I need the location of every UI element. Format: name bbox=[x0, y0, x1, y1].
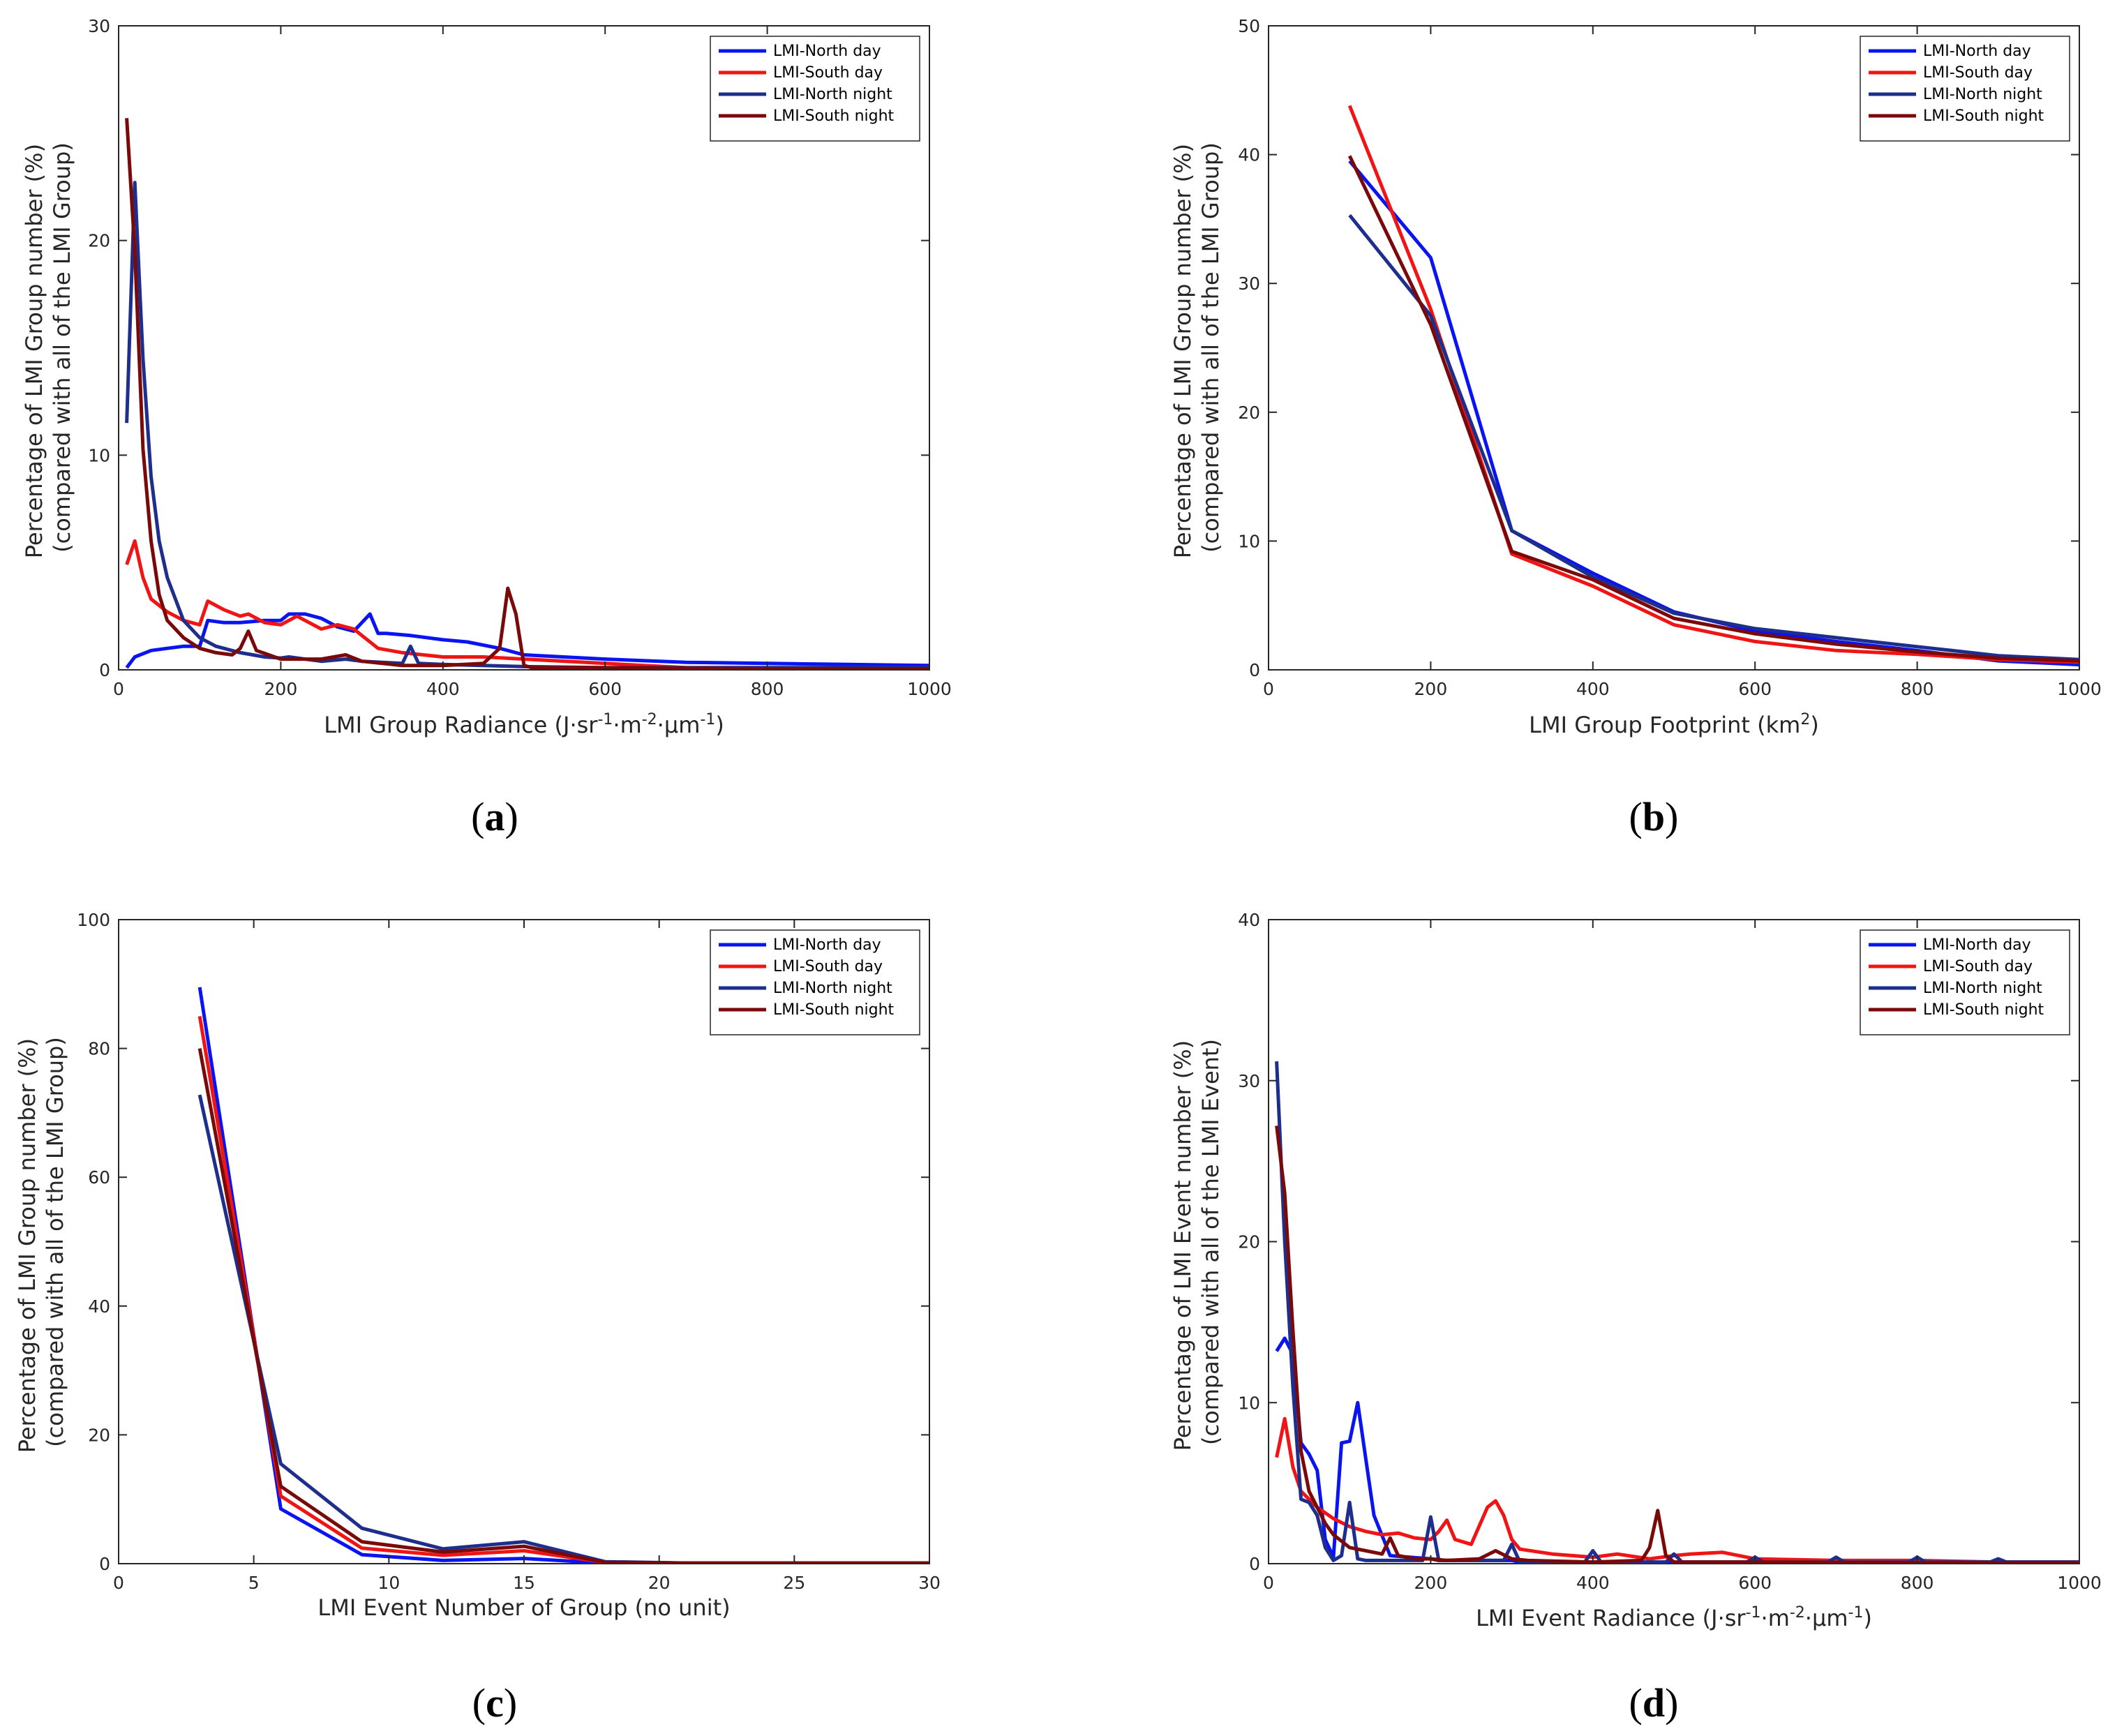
legend-label-a-0: LMI-North day bbox=[773, 43, 881, 60]
legend-label-a-2: LMI-North night bbox=[773, 86, 892, 103]
x-tick-label-d-3: 600 bbox=[1738, 1573, 1772, 1593]
legend-label-a-3: LMI-South night bbox=[773, 107, 895, 125]
x-tick-label-b-4: 800 bbox=[1901, 679, 1934, 699]
x-tick-label-b-0: 0 bbox=[1263, 679, 1274, 699]
x-axis-label-c: LMI Event Number of Group (no unit) bbox=[317, 1594, 730, 1621]
y-tick-label-b-0: 0 bbox=[1249, 660, 1260, 680]
series-line-b-3 bbox=[1347, 155, 2079, 663]
x-tick-label-d-2: 400 bbox=[1576, 1573, 1610, 1593]
plot-area-a bbox=[118, 25, 930, 671]
legend-label-c-0: LMI-North day bbox=[773, 936, 881, 954]
series-line-d-1 bbox=[1275, 1416, 2079, 1564]
legend-label-c-2: LMI-North night bbox=[773, 980, 892, 997]
series-line-c-3 bbox=[197, 1048, 929, 1564]
x-tick-label-c-6: 30 bbox=[918, 1573, 941, 1593]
x-axis-label-a: LMI Group Radiance (J·sr-1·m-2·μm-1) bbox=[324, 711, 724, 738]
y-tick-label-c-5: 100 bbox=[77, 910, 110, 930]
legend-label-d-2: LMI-North night bbox=[1923, 980, 2042, 997]
y-tick-label-a-2: 20 bbox=[88, 231, 110, 251]
x-tick-label-c-3: 15 bbox=[513, 1573, 535, 1593]
y-axis-label-b: Percentage of LMI Group number (%) (comp… bbox=[1169, 137, 1224, 558]
legend-label-b-0: LMI-North day bbox=[1923, 43, 2031, 60]
panel-label-c: (c) bbox=[472, 1680, 517, 1726]
panel-d: 0 200 400 600 800 1000 0 10 20 30 40 LMI Event Rad… bbox=[1169, 910, 2102, 1726]
y-axis-label-d: Percentage of LMI Event number (%) (comp… bbox=[1169, 1033, 1224, 1451]
x-tick-label-d-4: 800 bbox=[1901, 1573, 1934, 1593]
y-tick-label-c-3: 60 bbox=[88, 1167, 110, 1188]
y-tick-label-b-3: 30 bbox=[1238, 274, 1260, 294]
x-tick-label-c-0: 0 bbox=[113, 1573, 124, 1593]
panel-label-b: (b) bbox=[1629, 794, 1679, 839]
panel-a: 0 200 400 600 800 1000 0 10 20 30 LMI Group Radia… bbox=[21, 16, 952, 839]
panel-b: 0 200 400 600 800 1000 0 10 20 30 40 50 LMI Group F… bbox=[1169, 16, 2102, 839]
panel-label-d: (d) bbox=[1629, 1680, 1679, 1726]
x-tick-label-d-5: 1000 bbox=[2057, 1573, 2102, 1593]
x-tick-label-b-5: 1000 bbox=[2057, 679, 2102, 699]
x-tick-label-c-5: 25 bbox=[783, 1573, 805, 1593]
y-axis-label-c: Percentage of LMI Group number (%) (comp… bbox=[14, 1031, 68, 1453]
x-tick-label-b-1: 200 bbox=[1414, 679, 1448, 699]
legend-label-b-1: LMI-South day bbox=[1923, 64, 2033, 82]
series-line-b-2 bbox=[1348, 214, 2079, 661]
panel-label-a: (a) bbox=[471, 794, 518, 839]
y-tick-label-a-1: 10 bbox=[88, 445, 110, 465]
x-tick-label-a-5: 1000 bbox=[907, 679, 952, 699]
x-axis-label-d: LMI Event Radiance (J·sr-1·m-2·μm-1) bbox=[1476, 1604, 1872, 1631]
y-tick-label-b-4: 40 bbox=[1238, 145, 1260, 165]
legend-label-c-1: LMI-South day bbox=[773, 958, 883, 975]
x-tick-label-a-1: 200 bbox=[264, 679, 298, 699]
x-tick-label-c-1: 5 bbox=[248, 1573, 260, 1593]
y-tick-label-c-2: 40 bbox=[88, 1296, 110, 1317]
y-tick-label-d-3: 30 bbox=[1238, 1071, 1260, 1091]
y-tick-label-d-2: 20 bbox=[1238, 1232, 1260, 1252]
x-tick-label-d-1: 200 bbox=[1414, 1573, 1448, 1593]
y-tick-label-d-0: 0 bbox=[1249, 1554, 1260, 1574]
x-tick-label-a-3: 600 bbox=[588, 679, 622, 699]
y-tick-label-b-5: 50 bbox=[1238, 16, 1260, 36]
y-tick-label-a-3: 30 bbox=[88, 16, 110, 36]
y-tick-label-b-2: 20 bbox=[1238, 403, 1260, 423]
y-tick-label-b-1: 10 bbox=[1238, 531, 1260, 551]
legend-label-d-3: LMI-South night bbox=[1923, 1001, 2044, 1019]
y-tick-label-d-1: 10 bbox=[1238, 1393, 1260, 1413]
x-tick-label-b-2: 400 bbox=[1576, 679, 1610, 699]
y-tick-label-a-0: 0 bbox=[99, 660, 110, 680]
legend-box-a bbox=[710, 36, 920, 142]
legend-label-c-3: LMI-South night bbox=[773, 1001, 895, 1019]
series-line-a-3 bbox=[125, 118, 929, 670]
y-tick-label-c-1: 20 bbox=[88, 1425, 110, 1445]
x-tick-label-c-2: 10 bbox=[377, 1573, 400, 1593]
y-tick-label-c-4: 80 bbox=[88, 1039, 110, 1059]
x-tick-label-d-0: 0 bbox=[1263, 1573, 1274, 1593]
y-tick-label-d-4: 40 bbox=[1238, 910, 1260, 930]
x-tick-label-a-2: 400 bbox=[426, 679, 460, 699]
x-axis-label-b: LMI Group Footprint (km2) bbox=[1529, 711, 1819, 738]
series-line-a-2 bbox=[125, 181, 929, 670]
series-line-b-1 bbox=[1347, 105, 2079, 664]
legend-box-d bbox=[1860, 929, 2070, 1035]
legend-box-b bbox=[1860, 36, 2070, 142]
legend-label-d-1: LMI-South day bbox=[1923, 958, 2033, 975]
series-line-a-1 bbox=[125, 539, 929, 670]
y-axis-label-a: Percentage of LMI Group number (%) (comp… bbox=[21, 137, 75, 558]
legend-label-b-2: LMI-North night bbox=[1923, 86, 2042, 103]
x-tick-label-a-0: 0 bbox=[113, 679, 124, 699]
legend-box-c bbox=[710, 929, 920, 1035]
legend-label-b-3: LMI-South night bbox=[1923, 107, 2044, 125]
plot-area-b bbox=[1268, 25, 2080, 671]
legend-label-d-0: LMI-North day bbox=[1923, 936, 2031, 954]
x-tick-label-b-3: 600 bbox=[1738, 679, 1772, 699]
y-tick-label-c-0: 0 bbox=[99, 1554, 110, 1574]
legend-label-a-1: LMI-South day bbox=[773, 64, 883, 82]
x-tick-label-c-4: 20 bbox=[648, 1573, 671, 1593]
panel-c: 0 5 10 15 20 25 30 0 20 40 60 80 100 LMI Event Numbe… bbox=[14, 910, 941, 1726]
x-tick-label-a-4: 800 bbox=[751, 679, 784, 699]
